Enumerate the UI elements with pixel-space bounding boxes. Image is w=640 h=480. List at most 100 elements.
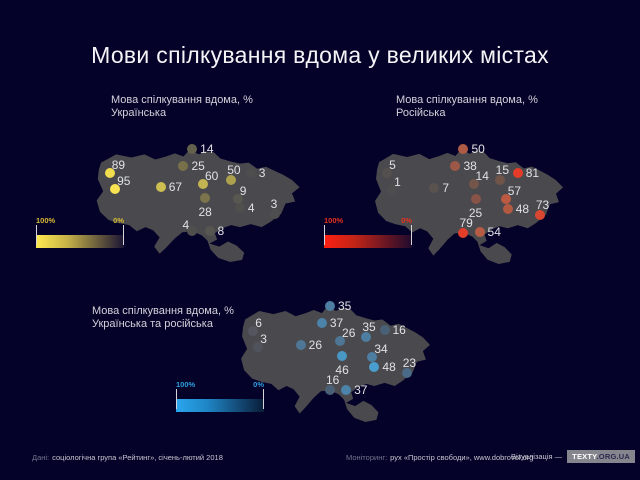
- dot-value-label: 23: [402, 355, 417, 370]
- map-both: 35 37 6 3 26 26 35 16 34 46 48 23 16 37: [233, 292, 435, 423]
- city-dot: 57: [500, 184, 521, 205]
- legend-tick-right: [263, 389, 264, 409]
- legend-ukrainian: 100% 0%: [36, 216, 124, 248]
- dot-value-label: 46: [335, 363, 349, 378]
- data-label: Дані:: [32, 453, 50, 462]
- dot-value-label: 60: [205, 168, 219, 183]
- dot-value-label: 79: [459, 215, 473, 230]
- city-dot: 79: [458, 216, 473, 238]
- dot-value-label: 4: [247, 201, 255, 216]
- legend-gradient-bar: [36, 235, 124, 248]
- city-dot: 16: [379, 323, 406, 337]
- city-dot: 81: [512, 166, 539, 180]
- legend-tick-right: [411, 225, 412, 245]
- city-dot: 89: [104, 158, 125, 179]
- dot-value-label: 37: [354, 382, 368, 397]
- map-ukrainian: 14 25 89 95 67 60 50 3 9 28 4 3 4 8: [88, 136, 305, 263]
- city-dot: 8: [204, 224, 224, 238]
- legend-max-label: 100%: [176, 380, 196, 389]
- dot-value-label: 3: [258, 165, 266, 180]
- subtitle-line: Українська: [111, 107, 167, 119]
- city-dot: 3: [245, 166, 265, 180]
- texty-logo-badge[interactable]: TEXTY.ORG.UA: [567, 450, 635, 463]
- legend-both: 100% 0%: [176, 380, 264, 412]
- dot-value-label: 4: [182, 218, 190, 233]
- city-dot: 1: [387, 175, 401, 195]
- dot-value-label: 50: [227, 162, 241, 177]
- dot-value-label: 1: [394, 174, 401, 189]
- city-dot: 15: [494, 163, 509, 185]
- city-dot: 4: [234, 201, 255, 215]
- dot-value-label: 16: [325, 373, 340, 388]
- city-dot: 26: [335, 326, 355, 347]
- city-dot: 35: [324, 299, 351, 313]
- legend-min-label: 0%: [401, 216, 412, 225]
- dot-value-label: 81: [525, 165, 540, 180]
- footer-data-credit: Дані: соціологічна група «Рейтинг», січен…: [32, 453, 223, 462]
- city-dot: 34: [367, 342, 388, 362]
- footer-monitoring-credit: Моніторинг: рух «Простір свободи», www.do…: [346, 453, 533, 462]
- dots-layer: 14 25 89 95 67 60 50 3 9 28 4 3 4 8: [88, 136, 305, 263]
- city-dot: 3: [253, 332, 267, 353]
- dot-value-label: 37: [329, 315, 344, 330]
- dot-value-label: 95: [117, 174, 131, 189]
- city-dot: 3: [269, 197, 280, 220]
- city-dot: 16: [324, 373, 339, 396]
- dot-value-label: 26: [308, 338, 323, 353]
- city-dot: 25: [469, 193, 482, 220]
- city-dot: 14: [187, 142, 214, 156]
- city-dot: 48: [369, 360, 396, 374]
- map-russian: 50 38 5 1 7 14 15 81 57 25 48 73 79 54: [367, 135, 568, 265]
- subtitle-line: Мова спілкування вдома, %: [111, 94, 253, 106]
- legend-max-label: 100%: [36, 216, 56, 225]
- city-dot: 23: [401, 356, 416, 378]
- dot-value-label: 67: [168, 180, 183, 195]
- legend-russian: 100% 0%: [324, 216, 412, 248]
- map-russian-subtitle: Мова спілкування вдома, % Російська: [396, 94, 538, 120]
- city-dot: 26: [295, 338, 322, 352]
- dot-value-label: 9: [239, 183, 247, 198]
- city-dot: 50: [458, 142, 485, 156]
- dot-value-label: 15: [495, 162, 510, 177]
- page-title: Мови спілкування вдома у великих містах: [91, 42, 549, 68]
- city-dot: 67: [155, 180, 182, 194]
- dot-value-label: 26: [342, 326, 356, 341]
- city-dot: 35: [361, 320, 376, 343]
- city-dot: 54: [474, 225, 501, 239]
- dot-value-label: 34: [374, 341, 388, 356]
- dot-value-label: 28: [198, 205, 212, 220]
- city-dot: 4: [182, 218, 198, 237]
- city-dot: 60: [198, 169, 218, 189]
- footer-visualization-credit: Візуалізація — TEXTY.ORG.UA: [511, 450, 635, 463]
- city-dot: 37: [341, 383, 367, 397]
- dot-value-label: 14: [200, 142, 214, 157]
- monitoring-value[interactable]: рух «Простір свободи», www.dobrovol.org: [390, 453, 534, 462]
- dot-value-label: 50: [471, 141, 485, 156]
- legend-tick-left: [324, 225, 325, 245]
- dot-value-label: 14: [475, 168, 489, 183]
- dot-value-label: 3: [270, 197, 278, 212]
- map-both-subtitle: Мова спілкування вдома, % Українська та …: [92, 305, 234, 331]
- legend-tick-left: [176, 389, 177, 409]
- dot-value-label: 57: [507, 184, 522, 199]
- legend-max-label: 100%: [324, 216, 344, 225]
- monitoring-label: Моніторинг:: [346, 453, 388, 462]
- dots-layer: 35 37 6 3 26 26 35 16 34 46 48 23 16 37: [233, 292, 435, 423]
- dot-value-label: 5: [389, 158, 396, 173]
- legend-gradient-bar: [176, 399, 264, 412]
- city-dot: 50: [226, 163, 241, 185]
- dot-value-label: 89: [111, 158, 126, 173]
- city-dot: 7: [429, 181, 449, 195]
- dot-value-label: 38: [463, 158, 477, 173]
- dot-value-label: 54: [487, 224, 501, 239]
- dot-value-label: 48: [382, 359, 396, 374]
- dot-value-label: 73: [535, 197, 550, 212]
- dot-value-label: 25: [468, 205, 483, 220]
- legend-gradient-bar: [324, 235, 412, 248]
- city-dot: 95: [110, 174, 130, 195]
- dot-value-label: 3: [260, 332, 267, 347]
- legend-min-label: 0%: [253, 380, 264, 389]
- city-dot: 28: [198, 193, 212, 219]
- city-dot: 5: [382, 158, 396, 179]
